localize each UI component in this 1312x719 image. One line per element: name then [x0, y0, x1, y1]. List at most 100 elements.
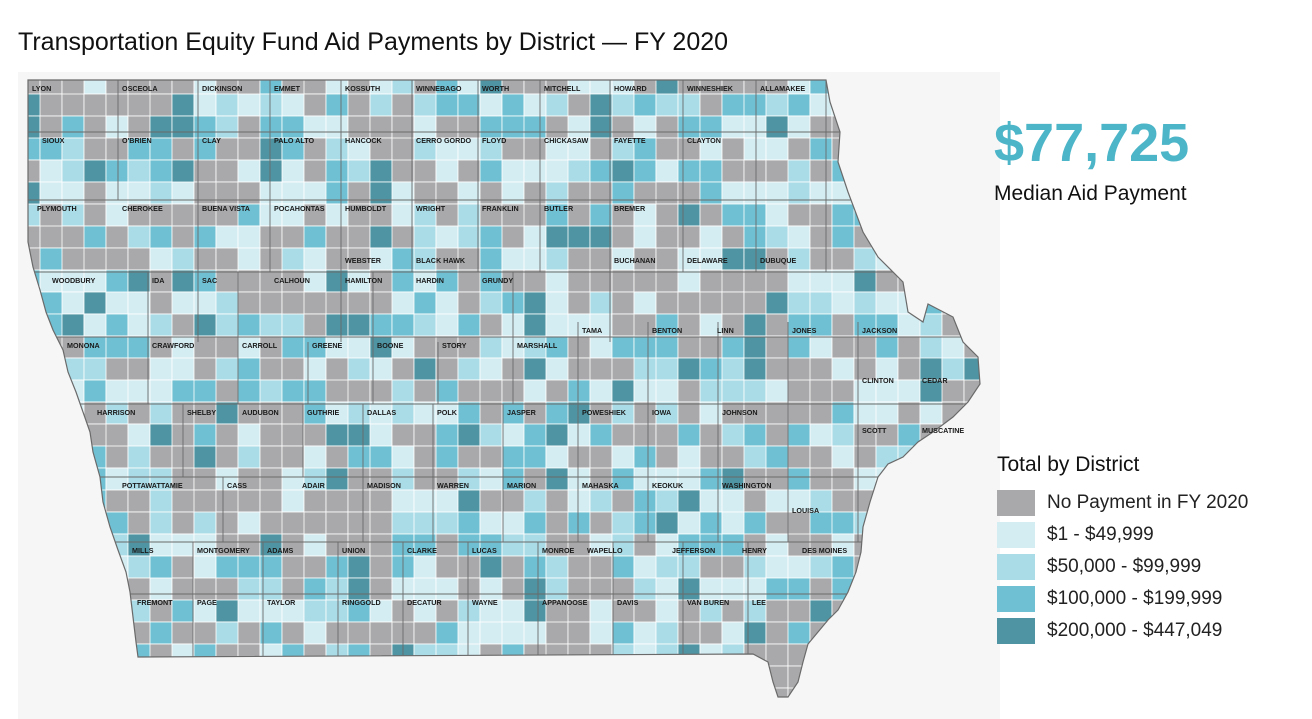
- district-cell: [28, 621, 41, 667]
- district-cell: [39, 599, 63, 623]
- district-cell: [325, 445, 349, 469]
- district-cell: [39, 423, 63, 447]
- district-cell: [127, 313, 151, 337]
- district-cell: [941, 643, 965, 689]
- district-cell: [303, 643, 327, 667]
- county-label: PAGE: [197, 598, 217, 607]
- county-label: FRANKLIN: [482, 204, 519, 213]
- district-cell: [942, 710, 964, 719]
- district-cell: [83, 291, 107, 315]
- district-cell: [545, 269, 569, 293]
- county-label: MARION: [507, 481, 536, 490]
- district-cell: [963, 621, 980, 645]
- county-label: POCAHONTAS: [274, 204, 325, 213]
- district-cell: [127, 291, 151, 315]
- district-cell: [963, 80, 980, 117]
- district-cell: [105, 533, 129, 557]
- district-cell: [391, 445, 415, 469]
- district-cell: [721, 687, 767, 697]
- district-cell: [655, 445, 679, 469]
- district-cell: [941, 93, 965, 117]
- district-cell: [457, 511, 481, 535]
- district-cell: [787, 445, 811, 469]
- county-label: MONTGOMERY: [197, 546, 250, 555]
- district-cell: [963, 203, 980, 249]
- district-cell: [919, 93, 943, 117]
- legend-item-tier-4: $200,000 - $447,049: [997, 615, 1248, 647]
- county-label: LOUISA: [792, 506, 819, 515]
- district-cell: [897, 247, 921, 271]
- district-cell: [149, 379, 173, 403]
- legend-item-tier-2: $50,000 - $99,999: [997, 551, 1248, 583]
- district-cell: [83, 643, 107, 689]
- district-cell: [127, 247, 151, 271]
- district-cell: [391, 159, 415, 183]
- county-label: WEBSTER: [345, 256, 382, 265]
- district-cell: [523, 665, 569, 697]
- district-cell: [479, 489, 503, 513]
- district-cell: [61, 115, 85, 139]
- district-cell: [171, 577, 195, 601]
- district-cell: [809, 80, 855, 95]
- district-cell: [611, 445, 635, 469]
- district-cell: [941, 137, 965, 161]
- county-label: POLK: [437, 408, 458, 417]
- district-cell: [919, 599, 943, 623]
- district-cell: [897, 533, 921, 557]
- district-cell: [875, 115, 899, 139]
- county-label: FAYETTE: [614, 136, 646, 145]
- district-cell: [787, 291, 811, 315]
- district-cell: [699, 181, 723, 205]
- district-cell: [237, 93, 261, 117]
- district-cell: [677, 687, 701, 697]
- district-cell: [941, 115, 980, 139]
- district-cell: [963, 291, 980, 337]
- district-cell: [193, 687, 239, 697]
- district-cell: [545, 93, 569, 117]
- legend-swatch: [997, 490, 1035, 516]
- district-cell: [391, 269, 415, 293]
- district-cell: [963, 467, 980, 491]
- district-cell: [721, 225, 745, 249]
- district-cell: [127, 665, 151, 689]
- county-label: CERRO GORDO: [416, 136, 472, 145]
- district-cell: [634, 710, 656, 719]
- district-cell: [589, 93, 613, 117]
- district-cell: [28, 379, 63, 425]
- district-cell: [149, 115, 173, 139]
- district-cell: [700, 710, 722, 719]
- district-cell: [61, 489, 85, 513]
- district-cell: [171, 247, 195, 271]
- district-cell: [61, 621, 85, 645]
- county-label: ALLAMAKEE: [760, 84, 805, 93]
- district-cell: [83, 379, 107, 403]
- district-cell: [127, 423, 151, 447]
- district-cell: [853, 577, 877, 623]
- district-cell: [655, 555, 679, 579]
- district-cell: [28, 137, 41, 161]
- district-cell: [721, 665, 745, 697]
- district-cell: [743, 687, 767, 697]
- district-cell: [963, 115, 980, 161]
- district-cell: [963, 489, 980, 535]
- district-cell: [61, 533, 107, 557]
- district-cell: [457, 93, 481, 117]
- district-cell: [105, 247, 129, 271]
- district-cell: [897, 643, 921, 667]
- county-labels: LYON OSCEOLA DICKINSON EMMET KOSSUTH WINNEBAG…: [32, 84, 964, 607]
- county-label: BUTLER: [544, 204, 574, 213]
- district-cell: [40, 710, 84, 719]
- district-cell: [171, 80, 195, 95]
- district-cell: [831, 379, 855, 403]
- district-cell: [699, 621, 723, 645]
- district-cell: [897, 181, 921, 227]
- district-cell: [502, 710, 524, 719]
- district-cell: [61, 599, 85, 623]
- district-cell: [919, 225, 943, 249]
- county-label: HUMBOLDT: [345, 204, 387, 213]
- district-cell: [457, 357, 481, 381]
- county-label: GRUNDY: [482, 276, 513, 285]
- district-cell: [193, 467, 217, 491]
- county-label: MONONA: [67, 341, 100, 350]
- district-cell: [413, 159, 437, 183]
